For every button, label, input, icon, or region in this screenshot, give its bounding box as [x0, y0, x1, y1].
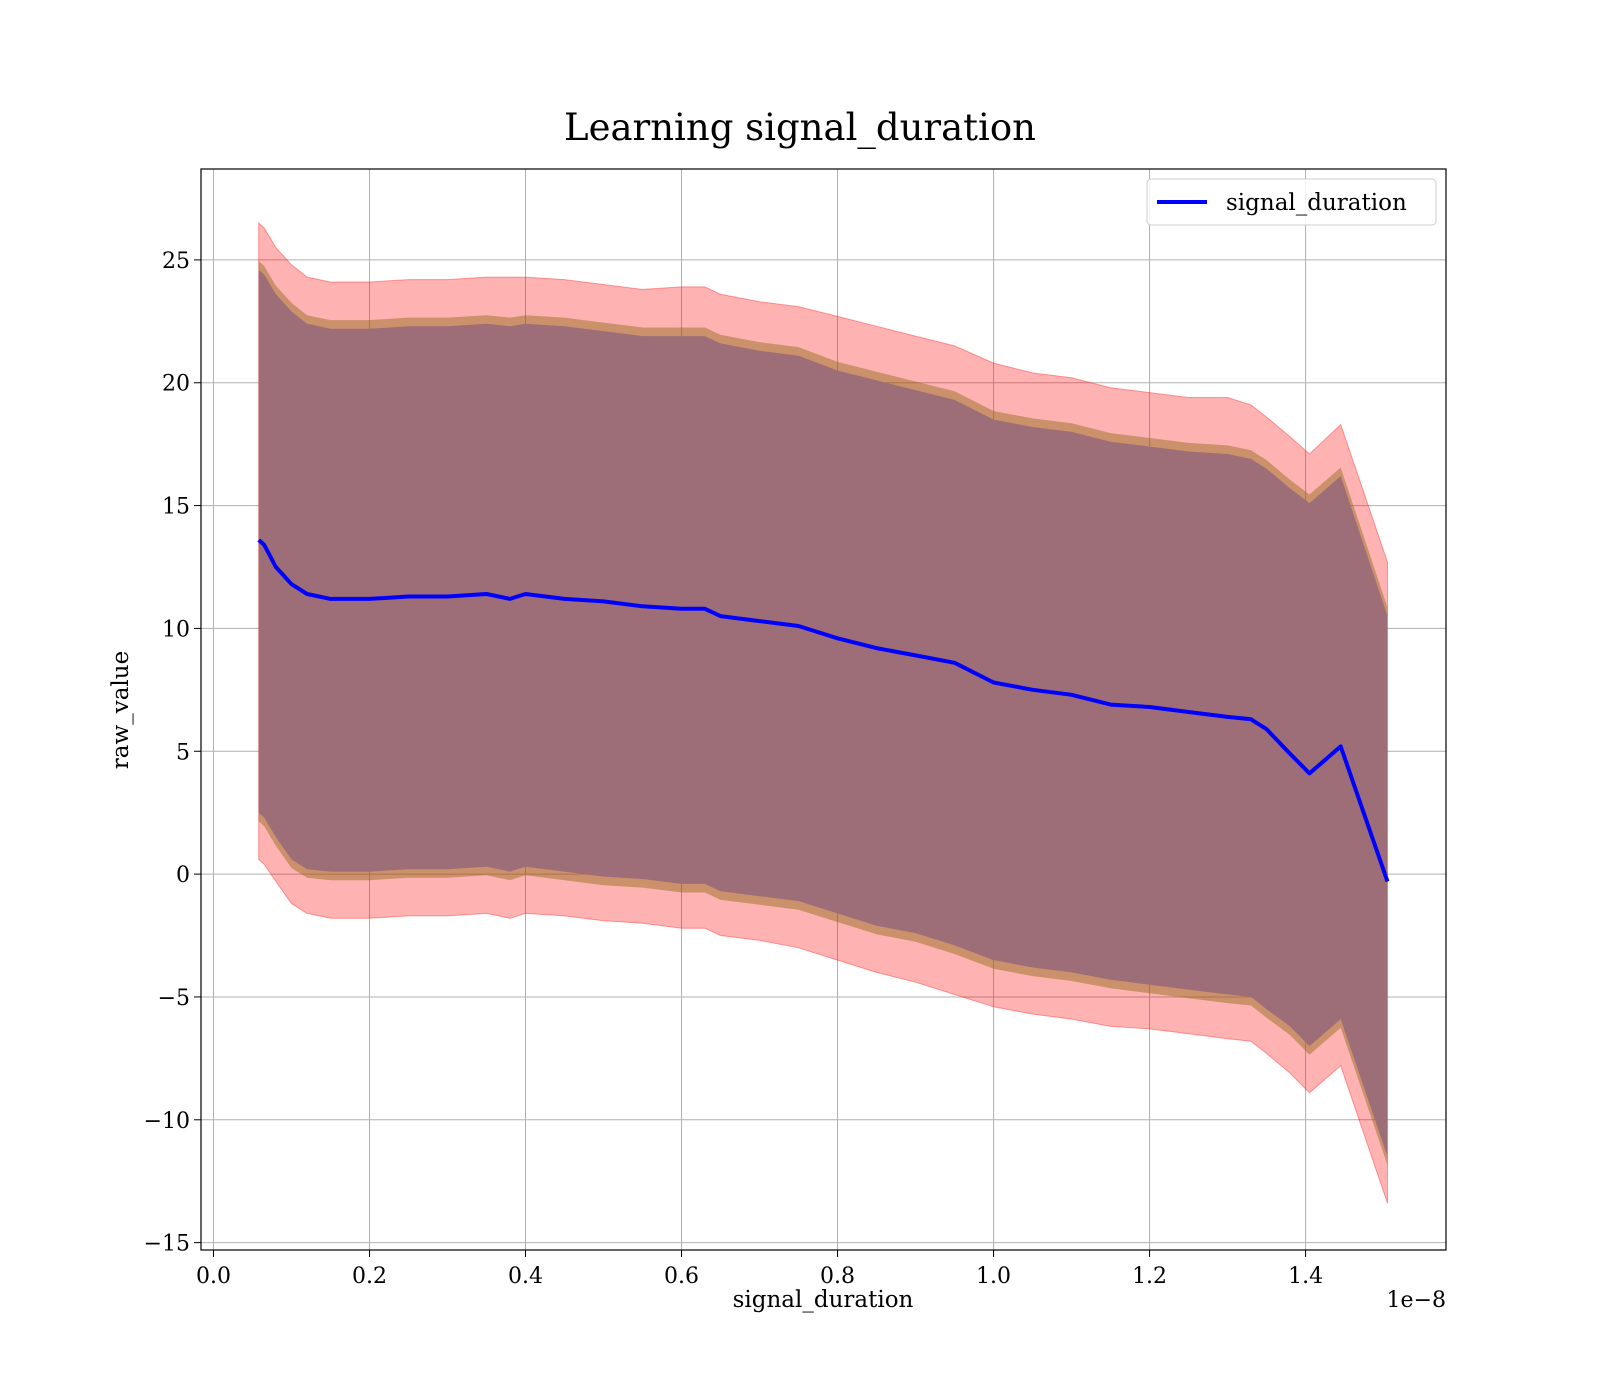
y-tick-label: 10 [162, 617, 190, 642]
y-axis-label: raw_value [108, 651, 134, 769]
y-tick-label: 20 [162, 372, 190, 397]
legend-box [1146, 178, 1437, 226]
x-axis-label: signal_duration [733, 1287, 914, 1313]
plot-frame [200, 168, 1447, 1251]
y-tick-label: −15 [144, 1232, 190, 1257]
legend: signal_duration [1146, 178, 1437, 226]
x-tick-label: 1.0 [976, 1264, 1011, 1289]
y-tick-label: 5 [176, 740, 190, 765]
series-lines [257, 538, 1390, 883]
x-tick-label: 0.0 [196, 1264, 231, 1289]
x-tick-label: 0.6 [664, 1264, 699, 1289]
x-tick-label: 1.4 [1288, 1264, 1323, 1289]
x-tick-label: 0.2 [352, 1264, 387, 1289]
inner-band [258, 269, 1388, 1157]
y-tick-label: 25 [162, 249, 190, 274]
legend-label: signal_duration [1226, 190, 1407, 216]
x-tick-label: 0.4 [508, 1264, 543, 1289]
x-offset-label: 1e−8 [1387, 1288, 1446, 1313]
y-tick-label: −10 [144, 1109, 190, 1134]
y-tick-label: 0 [176, 863, 190, 888]
y-tick-label: −5 [158, 986, 190, 1011]
y-tick-label: 15 [162, 495, 190, 520]
chart-title: Learning signal_duration [564, 106, 1036, 150]
series-line [257, 538, 1390, 883]
confidence-bands [258, 221, 1388, 1204]
axis-ticks: 0.0 0.2 0.4 0.6 0.8 1.0 1.2 1.4 −15 −10 −5 0 5 10 15 20… [144, 249, 1324, 1289]
x-tick-label: 0.8 [820, 1264, 855, 1289]
x-tick-label: 1.2 [1132, 1264, 1167, 1289]
